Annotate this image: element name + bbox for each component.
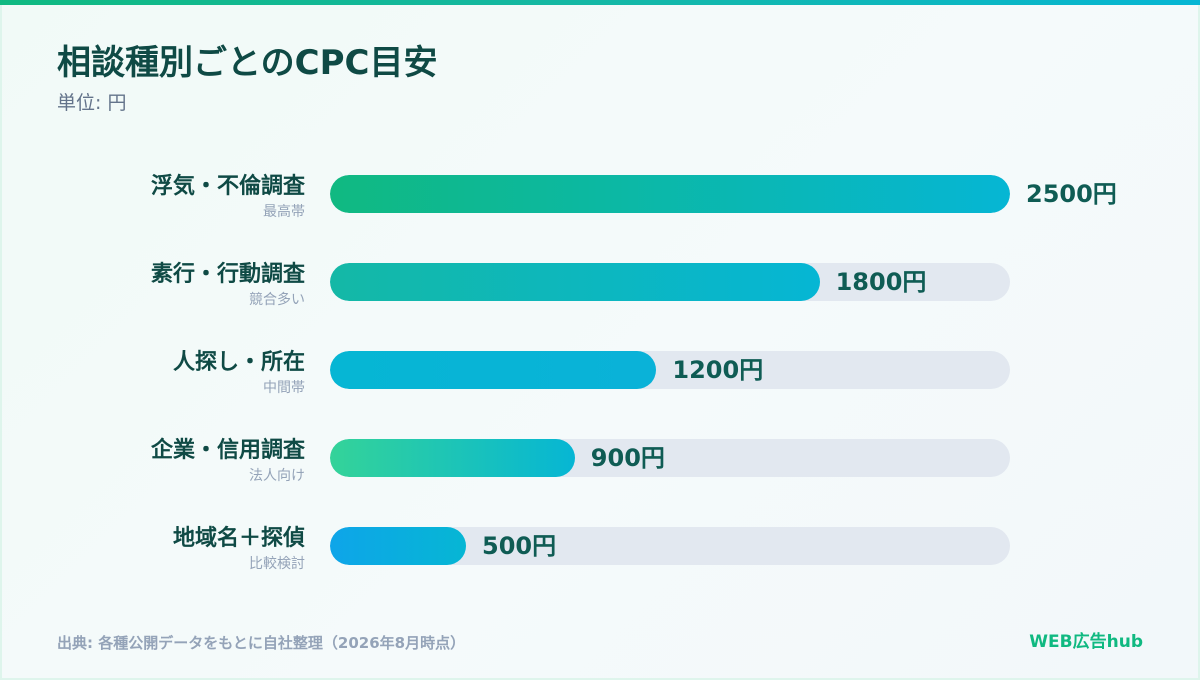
top-accent-stripe	[0, 0, 1200, 5]
bar-track	[330, 351, 1010, 389]
category-sublabel: 競合多い	[249, 292, 305, 308]
chart-subtitle: 単位: 円	[57, 92, 127, 114]
bar	[330, 175, 1010, 213]
category-label-group: 浮気・不倫調査最高帯	[0, 174, 305, 221]
category-label-group: 地域名＋探偵比較検討	[0, 526, 305, 573]
category-label-group: 企業・信用調査法人向け	[0, 438, 305, 485]
category-sublabel: 最高帯	[263, 204, 305, 220]
value-label: 2500円	[1026, 180, 1117, 208]
value-label: 500円	[482, 532, 557, 560]
chart-title: 相談種別ごとのCPC目安	[57, 43, 438, 83]
bar	[330, 351, 657, 389]
bar-track	[330, 175, 1010, 213]
category-label-group: 人探し・所在中間帯	[0, 350, 305, 397]
bar-row: 企業・信用調査法人向け 900円	[0, 414, 1200, 502]
bar-row: 人探し・所在中間帯 1200円	[0, 326, 1200, 414]
category-sublabel: 比較検討	[249, 556, 305, 572]
bar-row: 浮気・不倫調査最高帯 2500円	[0, 150, 1200, 238]
source-note: 出典: 各種公開データをもとに自社整理（2026年8月時点）	[57, 634, 466, 652]
bar-track	[330, 439, 1010, 477]
category-sublabel: 中間帯	[263, 380, 305, 396]
bar	[330, 263, 820, 301]
bar	[330, 439, 575, 477]
bar-row: 素行・行動調査競合多い 1800円	[0, 238, 1200, 326]
value-label: 900円	[590, 444, 665, 472]
value-label: 1200円	[672, 356, 764, 384]
brand-logo: WEB広告hub	[1029, 632, 1143, 652]
bar-chart: 浮気・不倫調査最高帯 2500円素行・行動調査競合多い 1800円人探し・所在中間帯…	[0, 150, 1200, 590]
value-label: 1800円	[835, 268, 927, 296]
bar-row: 地域名＋探偵比較検討 500円	[0, 502, 1200, 590]
category-label: 地域名＋探偵	[172, 526, 305, 551]
bar-track	[330, 527, 1010, 565]
category-label: 浮気・不倫調査	[150, 174, 305, 199]
category-label: 人探し・所在	[172, 350, 305, 375]
category-sublabel: 法人向け	[249, 468, 305, 484]
category-label: 素行・行動調査	[150, 262, 305, 287]
bar-track	[330, 263, 1010, 301]
category-label: 企業・信用調査	[150, 438, 305, 463]
bar	[330, 527, 466, 565]
category-label-group: 素行・行動調査競合多い	[0, 262, 305, 309]
